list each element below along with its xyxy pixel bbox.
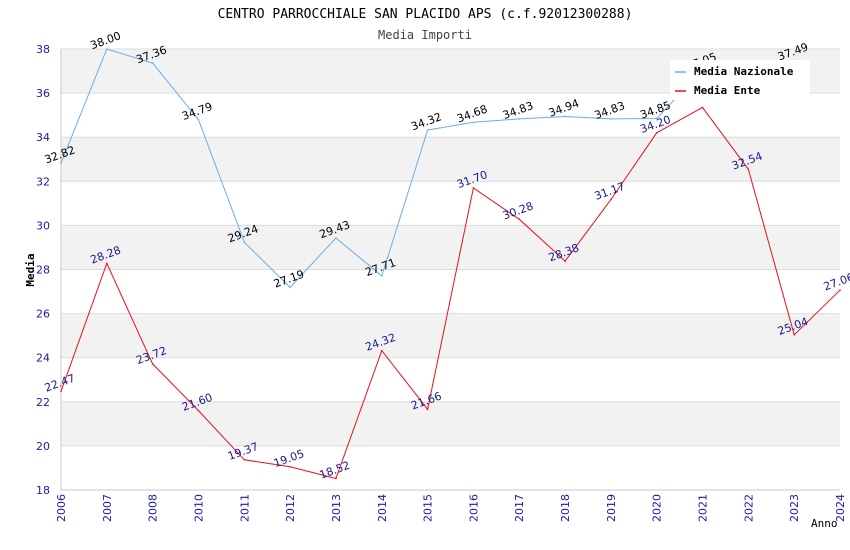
data-point (839, 289, 841, 292)
x-tick-label: 2024 (834, 494, 847, 522)
data-point (610, 198, 612, 201)
y-axis-ticks: 18 20 22 24 26 28 30 32 34 36 38 (36, 43, 50, 497)
data-point (380, 349, 383, 352)
y-tick-label: 24 (36, 352, 50, 365)
x-tick-label: 2015 (422, 494, 435, 522)
y-tick-label: 30 (36, 219, 50, 232)
data-point (197, 409, 200, 412)
data-point (518, 218, 521, 221)
y-tick-label: 26 (36, 308, 50, 321)
y-tick-label: 34 (36, 131, 50, 144)
y-tick-label: 18 (36, 484, 50, 497)
x-tick-label: 2022 (742, 494, 755, 522)
x-tick-label: 2017 (513, 494, 526, 522)
x-tick-label: 2008 (147, 494, 160, 522)
data-point (518, 118, 521, 120)
data-point (564, 260, 566, 262)
background-bands (61, 49, 840, 446)
x-tick-label: 2020 (651, 494, 664, 522)
data-point (380, 275, 383, 277)
y-tick-label: 32 (36, 175, 50, 188)
data-label: 22.47 (43, 372, 77, 395)
data-label: 27.06 (822, 270, 850, 293)
data-point (243, 458, 246, 461)
data-point (793, 333, 795, 336)
data-point (60, 390, 62, 393)
x-tick-label: 2023 (788, 494, 801, 522)
y-tick-label: 28 (36, 264, 50, 277)
y-tick-label: 20 (36, 440, 50, 453)
x-axis-label: Anno (811, 517, 838, 530)
data-point (335, 237, 337, 239)
data-point (610, 118, 612, 120)
band (61, 225, 840, 270)
data-point (701, 106, 704, 109)
data-label: 27.19 (272, 268, 306, 291)
x-tick-label: 2019 (605, 494, 618, 522)
data-label: 34.32 (409, 110, 443, 133)
x-tick-label: 2010 (192, 494, 205, 522)
data-point (289, 286, 291, 289)
legend-label-media-ente: Media Ente (694, 84, 761, 97)
chart-subtitle: Media Importi (378, 28, 472, 42)
data-point (151, 363, 154, 365)
legend-label-media-nazionale: Media Nazionale (694, 65, 794, 78)
x-tick-label: 2014 (376, 494, 389, 522)
data-point (335, 477, 337, 480)
band (61, 401, 840, 446)
data-point (655, 117, 658, 120)
data-point (106, 262, 108, 265)
x-tick-label: 2012 (284, 494, 297, 522)
x-tick-label: 2011 (238, 494, 251, 522)
x-axis-ticks: 2006 2007 2008 2010 2011 2012 2013 2014 2015 2016… (55, 494, 847, 522)
series-line-media-ente (60, 106, 841, 480)
x-tick-label: 2016 (467, 494, 480, 522)
x-tick-label: 2018 (559, 494, 572, 522)
y-tick-label: 36 (36, 87, 50, 100)
data-point (106, 48, 108, 50)
band (61, 137, 840, 182)
data-point (564, 115, 566, 118)
data-label: 31.17 (593, 180, 627, 203)
y-tick-label: 22 (36, 396, 50, 409)
legend: Media Nazionale Media Ente (670, 60, 810, 100)
series-lines (60, 48, 841, 480)
data-point (472, 121, 475, 124)
data-point (60, 162, 62, 165)
band (61, 313, 840, 358)
x-tick-label: 2021 (697, 494, 710, 522)
chart-title: CENTRO PARROCCHIALE SAN PLACIDO APS (c.f… (218, 7, 633, 22)
data-point (472, 187, 475, 189)
data-point (426, 129, 429, 131)
data-point (289, 466, 291, 468)
x-tick-label: 2013 (330, 494, 343, 522)
data-point (655, 131, 658, 134)
x-tick-label: 2007 (101, 494, 114, 522)
y-axis-label: Media (24, 253, 37, 286)
data-point (243, 241, 246, 243)
data-point (426, 408, 429, 411)
legend-box (670, 60, 810, 100)
data-point (197, 118, 200, 121)
data-point (747, 168, 750, 171)
y-tick-label: 38 (36, 43, 50, 56)
data-point (151, 62, 154, 64)
x-tick-label: 2006 (55, 494, 68, 522)
